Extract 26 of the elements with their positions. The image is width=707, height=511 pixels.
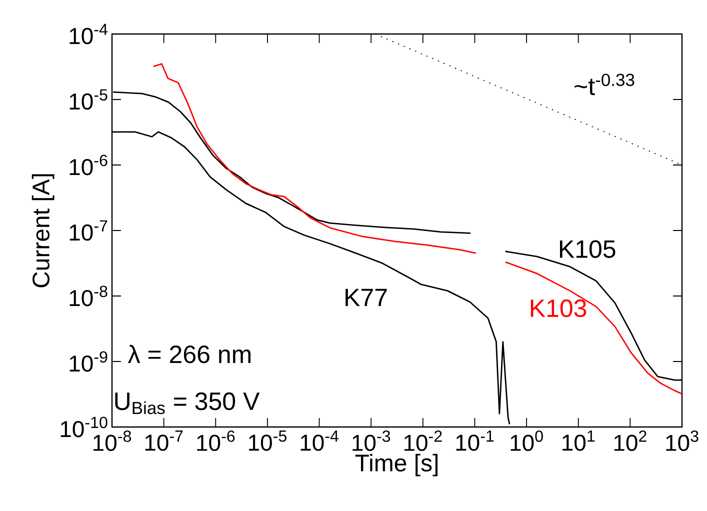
x-tick-label: 10$^{0}$ bbox=[510, 430, 543, 452]
x-axis-title: Time [s] bbox=[355, 454, 438, 476]
x-tick-label: 10$^{-2}$ bbox=[404, 430, 442, 452]
y-tick-label: 10$^{-6}$ bbox=[70, 154, 108, 176]
x-tick-label: 10$^{-6}$ bbox=[197, 430, 235, 452]
y-tick-label: 10$^{-4}$ bbox=[70, 24, 108, 44]
x-tick-label: 10$^{2}$ bbox=[614, 430, 646, 452]
x-tick-label: 10$^{-3}$ bbox=[352, 430, 390, 452]
annotation: λ = 266 nm bbox=[128, 344, 250, 364]
y-tick-label: 10$^{-8}$ bbox=[70, 286, 108, 306]
annotation: ~t$^{-0.33}$ bbox=[574, 74, 634, 96]
series-label: K105 bbox=[560, 240, 616, 258]
x-tick-label: 10$^{-1}$ bbox=[456, 430, 494, 451]
x-tick-label: 10$^{-4}$ bbox=[300, 430, 338, 451]
series-label: K77 bbox=[346, 288, 387, 306]
x-tick-label: 10$^{-7}$ bbox=[145, 430, 183, 451]
y-tick-label: 10$^{-5}$ bbox=[70, 89, 108, 110]
x-tick-label: 10$^{3}$ bbox=[666, 430, 698, 452]
annotation: U$_{Bias}$ = 350 V bbox=[115, 392, 260, 414]
y-tick-label: 10$^{-9}$ bbox=[70, 351, 108, 372]
series-label: K103 bbox=[530, 299, 586, 318]
y-tick-label: 10$^{-7}$ bbox=[70, 220, 108, 241]
y-axis-title: Current [A] bbox=[32, 174, 54, 288]
x-tick-label: 10$^{1}$ bbox=[562, 430, 595, 451]
x-tick-label: 10$^{-5}$ bbox=[249, 430, 286, 451]
x-tick-label: 10$^{-8}$ bbox=[94, 430, 132, 452]
